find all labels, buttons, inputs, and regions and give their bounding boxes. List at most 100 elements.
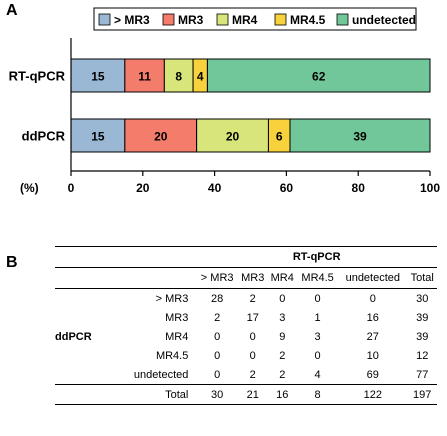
legend-swatch	[336, 13, 349, 26]
table-cell: 0	[214, 349, 221, 362]
row-label: MR4	[165, 330, 189, 343]
table-corner	[55, 246, 197, 268]
x-tick-label: 0	[68, 181, 75, 195]
legend-swatch	[274, 13, 287, 26]
table-total-row: Total 30 21 16 8 122 197	[55, 384, 437, 405]
table-cell: 0	[214, 330, 221, 343]
table-corner-empty	[55, 267, 117, 289]
data-label: 62	[312, 70, 326, 84]
table-cell: 16	[267, 384, 298, 405]
table-cell: 197	[407, 384, 437, 405]
data-label: 15	[91, 130, 105, 144]
table-cell: 2	[249, 292, 256, 305]
legend-label: MR4	[232, 13, 258, 27]
table-cell: 10	[366, 349, 379, 362]
table-cell: 3	[279, 311, 286, 324]
column-header: undetected	[338, 267, 408, 289]
row-group-label: ddPCR	[55, 330, 92, 343]
column-header: > MR3	[196, 267, 238, 289]
data-label: 20	[226, 130, 240, 144]
legend-swatch	[98, 13, 111, 26]
table-cell: 77	[416, 368, 429, 381]
table-cell: 0	[369, 292, 376, 305]
table-corner-empty-2	[117, 267, 197, 289]
bar-segment	[196, 118, 269, 153]
legend-label: MR4.5	[290, 13, 326, 27]
table-cell: 28	[211, 292, 224, 305]
row-label: > MR3	[155, 292, 189, 305]
table-cell: 8	[297, 384, 339, 405]
legend-swatch	[162, 13, 175, 26]
table-group-header: RT-qPCR	[196, 246, 437, 268]
table-cell: 0	[249, 349, 256, 362]
data-label: 6	[276, 130, 283, 144]
category-label: RT-qPCR	[9, 69, 66, 84]
table-cell: 4	[314, 368, 321, 381]
x-tick-label: 80	[352, 181, 366, 195]
data-label: 11	[138, 70, 151, 84]
column-header: Total	[407, 267, 437, 289]
contingency-table: RT-qPCR > MR3 MR3 MR4 MR4.5 undetected Total …	[55, 246, 437, 405]
x-tick-label: 40	[208, 181, 222, 195]
row-label: MR4.5	[155, 349, 189, 362]
legend-frame	[93, 7, 417, 31]
row-label: MR3	[165, 311, 189, 324]
data-label: 4	[197, 70, 204, 84]
column-header: MR3	[237, 267, 268, 289]
table-cell: 16	[366, 311, 379, 324]
x-tick-label: 100	[420, 181, 440, 195]
data-label: 39	[353, 130, 367, 144]
category-label: ddPCR	[22, 129, 66, 144]
table-cell: 0	[314, 349, 321, 362]
table-cell: 0	[214, 368, 221, 381]
table-row: MR3 2 17 3 1 16 39	[55, 308, 437, 327]
row-label: undetected	[133, 368, 189, 381]
table-cell: 3	[314, 330, 321, 343]
panel-b-label: B	[6, 254, 18, 271]
data-label: 15	[91, 70, 105, 84]
table-cell: 2	[214, 311, 221, 324]
x-axis-label: (%)	[20, 181, 39, 195]
panel-a-label: A	[6, 2, 18, 19]
legend-label: MR3	[178, 13, 204, 27]
table-row: MR4.5 0 0 2 0 10 12	[55, 346, 437, 365]
x-tick-label: 60	[280, 181, 294, 195]
table-cell: 2	[279, 349, 286, 362]
legend-label: undetected	[352, 13, 416, 27]
bar-segment	[124, 118, 198, 153]
bar-segment	[124, 58, 165, 93]
table-cell: 9	[279, 330, 286, 343]
table-cell: 30	[196, 384, 238, 405]
table-row: undetected 0 2 2 4 69 77	[55, 365, 437, 385]
legend-label: > MR3	[114, 13, 150, 27]
table-cell: 17	[246, 311, 259, 324]
table-cell: 27	[366, 330, 379, 343]
column-header: MR4.5	[297, 267, 339, 289]
table-cell: 0	[314, 292, 321, 305]
bar-segment	[206, 58, 431, 93]
table-cell: 122	[338, 384, 408, 405]
table-cell: 30	[416, 292, 429, 305]
table-row: MR4 0 0 9 3 27 39	[55, 327, 437, 346]
table-cell: 39	[416, 311, 429, 324]
table-cell: 69	[366, 368, 379, 381]
table-cell: 0	[249, 330, 256, 343]
table-row: ddPCR > MR3 28 2 0 0 0 30	[55, 289, 437, 343]
table-cell: 0	[279, 292, 286, 305]
table-cell: 2	[279, 368, 286, 381]
bar-segment	[289, 118, 431, 153]
table-cell: 21	[237, 384, 268, 405]
bar-segment	[70, 118, 126, 153]
table-cell: 39	[416, 330, 429, 343]
data-label: 8	[175, 70, 182, 84]
column-header: MR4	[267, 267, 298, 289]
x-tick-label: 20	[136, 181, 150, 195]
legend-swatch	[216, 13, 229, 26]
table-empty-cell	[55, 384, 117, 405]
table-cell: 1	[314, 311, 321, 324]
stacked-bar-chart: > MR3 MR3 MR4 MR4.5 undetected RT-qPCR ddPCR 15…	[9, 7, 440, 195]
row-label: Total	[117, 384, 197, 405]
table-cell: 2	[249, 368, 256, 381]
table-cell: 12	[416, 349, 429, 362]
data-label: 20	[154, 130, 168, 144]
